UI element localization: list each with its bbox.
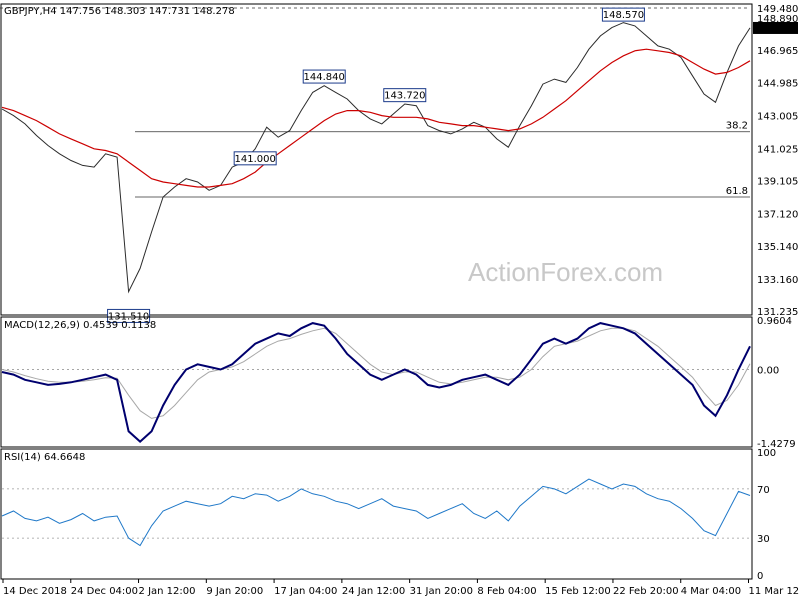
rsi-header: RSI(14) 64.6648 bbox=[4, 452, 85, 463]
price-tick-label: 141.025 bbox=[757, 144, 798, 155]
moving-average-line bbox=[1, 48, 751, 188]
rsi-panel: RSI(14) 64.6648 100 70 30 0 bbox=[0, 448, 776, 582]
rsi-panel-frame bbox=[0, 448, 753, 580]
x-tick-label: 31 Jan 20:00 bbox=[410, 586, 473, 597]
price-label-box bbox=[601, 7, 645, 22]
rsi-line bbox=[1, 478, 751, 547]
x-tick-label: 4 Mar 04:00 bbox=[681, 586, 741, 597]
x-tick-label: 24 Jan 12:00 bbox=[342, 586, 405, 597]
macd-panel: MACD(12,26,9) 0.4539 0.1138 0.9604 0.00 -1… bbox=[0, 316, 796, 450]
x-tick-label: 11 Mar 12:00 bbox=[749, 586, 800, 597]
price-levels: 38.2 61.8 bbox=[0, 7, 750, 198]
macd-tick-label: 0.00 bbox=[757, 365, 779, 376]
rsi-y-axis: 100 70 30 0 bbox=[757, 448, 776, 582]
price-tick-label: 146.965 bbox=[757, 46, 798, 57]
price-line bbox=[1, 22, 751, 294]
current-price-marker bbox=[753, 21, 798, 34]
rsi-series bbox=[1, 478, 751, 547]
price-tick-label: 148.890 bbox=[757, 14, 798, 25]
rsi-tick-label: 30 bbox=[757, 534, 770, 545]
watermark: ActionForex.com bbox=[468, 257, 663, 287]
price-label: 144.840 bbox=[304, 72, 345, 83]
price-label-box bbox=[107, 308, 151, 323]
rsi-tick-label: 70 bbox=[757, 485, 770, 496]
price-label-box bbox=[302, 69, 346, 84]
price-label-box bbox=[233, 151, 277, 166]
price-label-box bbox=[383, 88, 427, 103]
x-tick-label: 9 Jan 20:00 bbox=[206, 586, 263, 597]
price-tick-label: 143.005 bbox=[757, 112, 798, 123]
rsi-tick-label: 0 bbox=[757, 571, 763, 582]
macd-tick-label: -1.4279 bbox=[757, 439, 796, 450]
price-tick-label: 137.120 bbox=[757, 209, 798, 220]
macd-tick-label: 0.9604 bbox=[757, 316, 792, 327]
price-tick-label: 149.480 bbox=[757, 4, 798, 15]
current-price-label: 148.278 bbox=[757, 24, 798, 35]
rsi-levels bbox=[2, 488, 750, 539]
x-tick-label: 15 Feb 12:00 bbox=[545, 586, 611, 597]
price-tick-label: 144.985 bbox=[757, 79, 798, 90]
price-header: GBPJPY,H4 147.756 148.303 147.731 148.27… bbox=[4, 6, 235, 17]
x-tick-label: 8 Feb 04:00 bbox=[477, 586, 536, 597]
price-series bbox=[1, 22, 751, 294]
x-tick-label: 2 Jan 12:00 bbox=[139, 586, 196, 597]
price-tick-label: 135.140 bbox=[757, 242, 798, 253]
x-tick-label: 14 Dec 2018 bbox=[3, 586, 67, 597]
price-label: 143.720 bbox=[384, 91, 425, 102]
macd-signal-line bbox=[1, 327, 751, 419]
x-tick-label: 24 Dec 04:00 bbox=[71, 586, 138, 597]
x-tick-label: 22 Feb 20:00 bbox=[613, 586, 679, 597]
price-panel-frame bbox=[0, 3, 753, 316]
x-tick-label: 17 Jan 04:00 bbox=[274, 586, 337, 597]
price-label: 141.000 bbox=[234, 154, 275, 165]
fib-level-label: 61.8 bbox=[726, 186, 748, 197]
price-tick-label: 139.105 bbox=[757, 176, 798, 187]
rsi-tick-label: 100 bbox=[757, 448, 776, 459]
price-tick-label: 131.235 bbox=[757, 307, 798, 318]
macd-header: MACD(12,26,9) 0.4539 0.1138 bbox=[4, 320, 156, 331]
price-label: 148.570 bbox=[603, 10, 644, 21]
x-axis: 14 Dec 2018 24 Dec 04:00 2 Jan 12:00 9 Jan … bbox=[2, 579, 800, 597]
macd-panel-frame bbox=[0, 316, 753, 448]
macd-y-axis: 0.9604 0.00 -1.4279 bbox=[757, 316, 796, 450]
price-tick-label: 133.160 bbox=[757, 275, 798, 286]
macd-series bbox=[1, 322, 751, 443]
price-panel: GBPJPY,H4 147.756 148.303 147.731 148.27… bbox=[0, 3, 798, 323]
fib-level-label: 38.2 bbox=[726, 121, 748, 132]
macd-line bbox=[1, 322, 751, 443]
